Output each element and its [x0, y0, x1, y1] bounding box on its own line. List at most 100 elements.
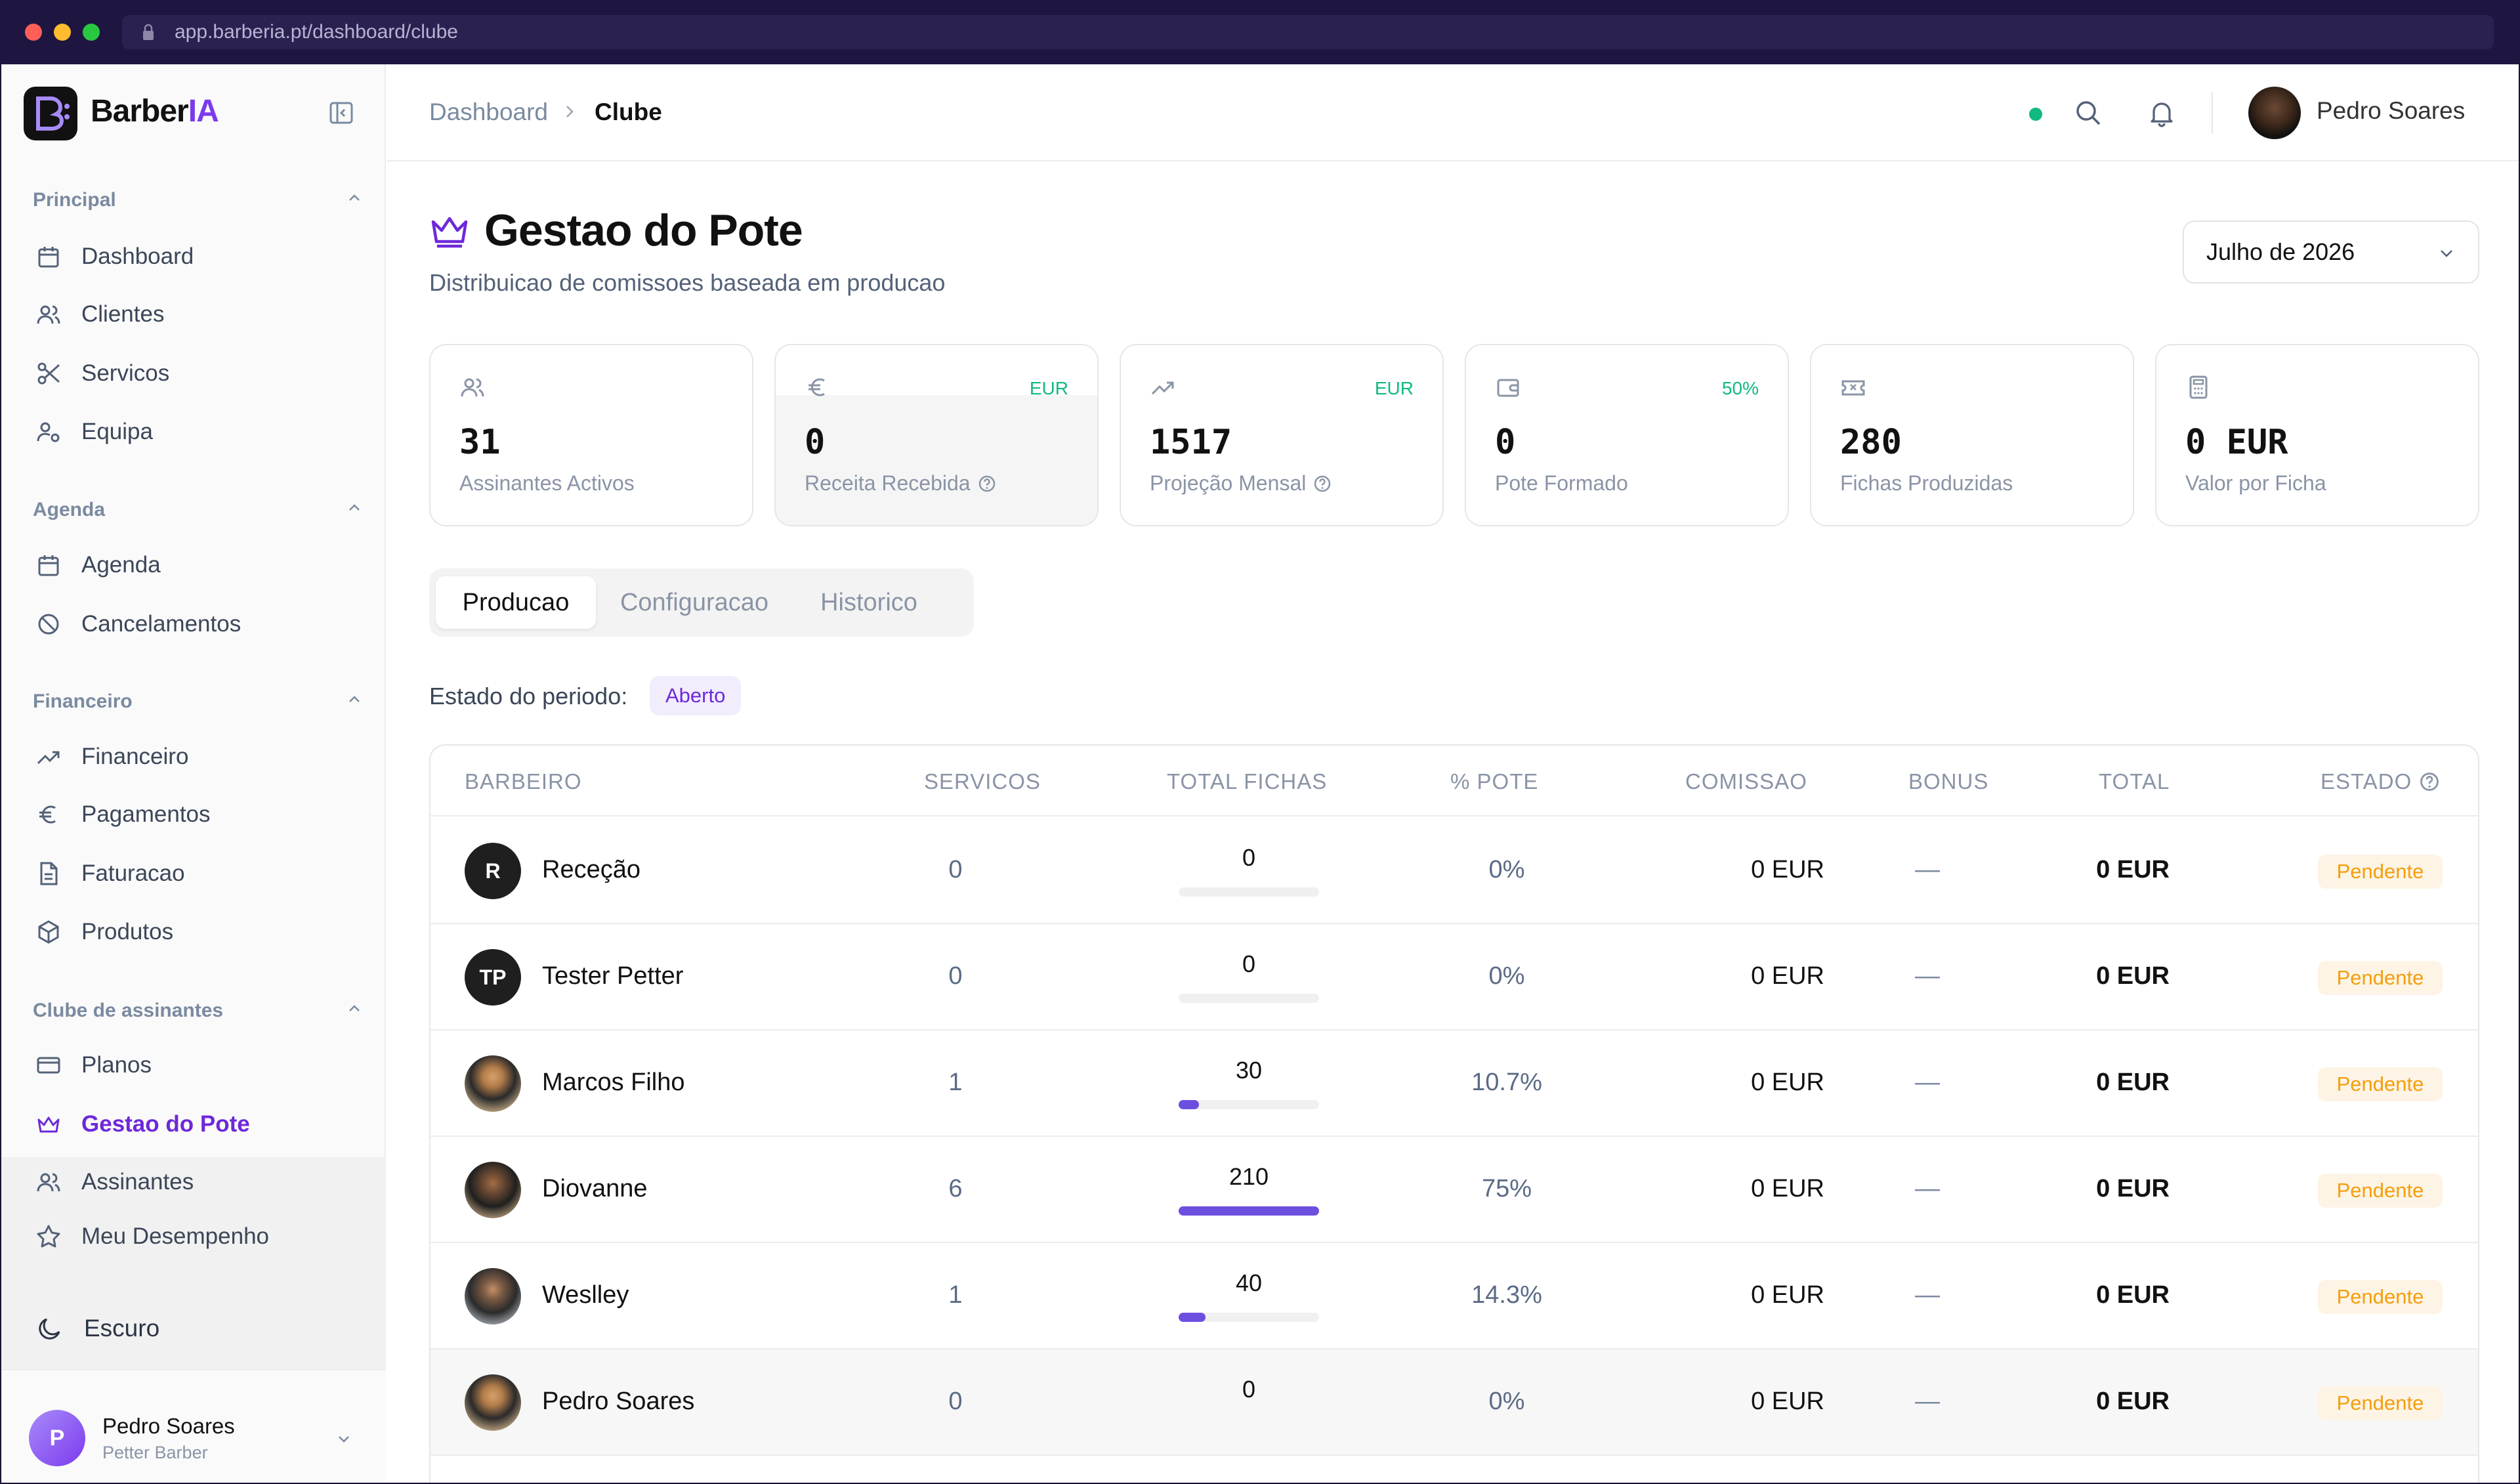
euro-icon — [39, 805, 56, 824]
table-row[interactable]: Diovanne 6 210 75% 0 EUR — 0 EUR Pendente — [430, 1137, 2478, 1243]
stat-tag: EUR — [1029, 378, 1068, 398]
chevron-down-icon[interactable] — [335, 1430, 353, 1448]
section-title-clube[interactable]: Clube de assinantes — [33, 1000, 224, 1021]
breadcrumb-dashboard[interactable]: Dashboard — [429, 98, 549, 125]
bonus-value: — — [1915, 1175, 1940, 1202]
ban-icon — [38, 614, 59, 635]
sidebar-item-agenda[interactable]: Agenda — [1, 540, 386, 590]
help-circle-icon[interactable] — [2418, 771, 2441, 793]
table-row[interactable]: R Receção 0 0 0% 0 EUR — 0 EUR Pendente — [430, 818, 2478, 924]
stat-card-valor-ficha: 0 EUR Valor por Ficha — [2155, 344, 2479, 526]
status-badge: Pendente — [2318, 855, 2443, 889]
stat-value: 31 — [459, 423, 501, 462]
sidebar-toggle-icon[interactable] — [328, 100, 354, 126]
sidebar-item-clientes[interactable]: Clientes — [1, 289, 386, 339]
section-title-principal[interactable]: Principal — [33, 189, 116, 211]
stat-tag: 50% — [1721, 378, 1759, 398]
fichas-value: 0 — [1242, 950, 1256, 977]
divider — [2212, 92, 2213, 134]
column-header-barbeiro[interactable]: BARBEIRO — [465, 769, 582, 794]
sidebar-item-label: Planos — [81, 1052, 152, 1078]
main-content: Gestao do Pote Distribuicao de comissoes… — [387, 163, 2519, 1483]
brand-name: BarberIA — [91, 94, 219, 129]
sidebar-item-label: Clientes — [81, 301, 165, 327]
fichas-progress-bar — [1179, 994, 1319, 1003]
table-row[interactable]: Weslley 1 40 14.3% 0 EUR — 0 EUR Pendente — [430, 1243, 2478, 1349]
help-circle-icon[interactable] — [977, 474, 997, 494]
servicos-value: 1 — [948, 1281, 963, 1309]
fichas-progress-fill — [1179, 1100, 1199, 1109]
stat-label: Fichas Produzidas — [1840, 471, 2013, 495]
table-row[interactable]: Pedro Soares 0 0 0% 0 EUR — 0 EUR Pendente — [430, 1349, 2478, 1456]
section-title-financeiro[interactable]: Financeiro — [33, 690, 133, 712]
address-bar[interactable]: app.barberia.pt/dashboard/clube — [122, 15, 2494, 49]
star-icon — [37, 1225, 60, 1248]
crown-icon — [37, 1116, 60, 1133]
sidebar-item-equipa[interactable]: Equipa — [1, 407, 386, 457]
section-title-agenda[interactable]: Agenda — [33, 499, 106, 520]
chevron-down-icon — [2441, 250, 2452, 257]
table-row[interactable]: TP Tester Petter 0 0 0% 0 EUR — 0 EUR Pendente — [430, 924, 2478, 1030]
comissao-value: 0 EUR — [1751, 1388, 1824, 1415]
theme-toggle[interactable]: Escuro — [1, 1304, 386, 1353]
pote-value: 0% — [1488, 856, 1525, 883]
avatar: P — [29, 1410, 85, 1466]
sidebar-user-menu[interactable]: P Pedro Soares Petter Barber — [1, 1369, 386, 1483]
fichas-value: 210 — [1228, 1163, 1269, 1190]
bonus-value: — — [1915, 1388, 1940, 1415]
sidebar-item-gestao-do-pote[interactable]: Gestao do Pote — [1, 1099, 386, 1149]
comissao-value: 0 EUR — [1751, 856, 1824, 883]
column-header-estado[interactable]: ESTADO — [2320, 769, 2441, 794]
sidebar-item-assinantes[interactable]: Assinantes — [1, 1157, 386, 1207]
sidebar-item-label: Faturacao — [81, 860, 185, 886]
sidebar-item-financeiro[interactable]: Financeiro — [1, 732, 386, 782]
chevron-up-icon[interactable] — [346, 1001, 362, 1017]
close-window-button[interactable] — [25, 24, 42, 41]
tab-configuracao[interactable]: Configuracao — [620, 589, 769, 616]
sidebar-item-planos[interactable]: Planos — [1, 1040, 386, 1090]
search-icon[interactable] — [2072, 97, 2104, 129]
sidebar-item-servicos[interactable]: Servicos — [1, 349, 386, 398]
users-icon — [37, 305, 60, 324]
help-circle-icon[interactable] — [1312, 474, 1332, 494]
avatar: TP — [465, 949, 521, 1006]
sidebar-item-produtos[interactable]: Produtos — [1, 907, 386, 957]
column-header-fichas[interactable]: TOTAL FICHAS — [1167, 769, 1328, 794]
maximize-window-button[interactable] — [83, 24, 100, 41]
sidebar-footer-area — [1, 1266, 386, 1369]
column-header-pote[interactable]: % POTE — [1450, 769, 1539, 794]
column-header-comissao[interactable]: COMISSAO — [1685, 769, 1807, 794]
comissao-value: 0 EUR — [1751, 1281, 1824, 1309]
sidebar-item-label: Gestao do Pote — [81, 1111, 250, 1137]
table-row[interactable]: Marcos Filho 1 30 10.7% 0 EUR — 0 EUR Pendente — [430, 1030, 2478, 1137]
stat-card-projecao: EUR 1517 Projeção Mensal — [1120, 344, 1444, 526]
chevron-up-icon[interactable] — [346, 692, 362, 708]
tab-historico[interactable]: Historico — [820, 589, 917, 616]
chevron-up-icon[interactable] — [346, 190, 362, 206]
chevron-up-icon[interactable] — [346, 500, 362, 516]
sidebar-item-faturacao[interactable]: Faturacao — [1, 849, 386, 899]
sidebar-item-cancelamentos[interactable]: Cancelamentos — [1, 599, 386, 649]
tab-producao[interactable]: Producao — [436, 576, 596, 629]
stat-label: Pote Formado — [1495, 471, 1628, 495]
period-select[interactable]: Julho de 2026 — [2183, 221, 2479, 284]
column-header-total[interactable]: TOTAL — [2099, 769, 2170, 794]
avatar[interactable] — [2248, 87, 2301, 139]
comissao-value: 0 EUR — [1751, 962, 1824, 990]
column-header-bonus[interactable]: BONUS — [1908, 769, 1989, 794]
theme-label: Escuro — [84, 1315, 160, 1342]
fichas-value: 40 — [1235, 1269, 1263, 1296]
sidebar-item-pagamentos[interactable]: Pagamentos — [1, 790, 386, 839]
column-header-servicos[interactable]: SERVICOS — [924, 769, 1041, 794]
bell-icon[interactable] — [2146, 97, 2177, 129]
sidebar-item-meu-desempenho[interactable]: Meu Desempenho — [1, 1207, 386, 1266]
topbar-user-name[interactable]: Pedro Soares — [2317, 97, 2466, 124]
minimize-window-button[interactable] — [54, 24, 71, 41]
tab-bar: Producao Configuracao Historico — [429, 568, 974, 637]
pote-value: 14.3% — [1471, 1281, 1542, 1309]
sidebar-item-label: Pagamentos — [81, 801, 211, 827]
status-badge: Pendente — [2318, 961, 2443, 995]
fichas-progress-fill — [1179, 1206, 1319, 1216]
euro-icon — [808, 378, 825, 396]
sidebar-item-dashboard[interactable]: Dashboard — [1, 232, 386, 282]
